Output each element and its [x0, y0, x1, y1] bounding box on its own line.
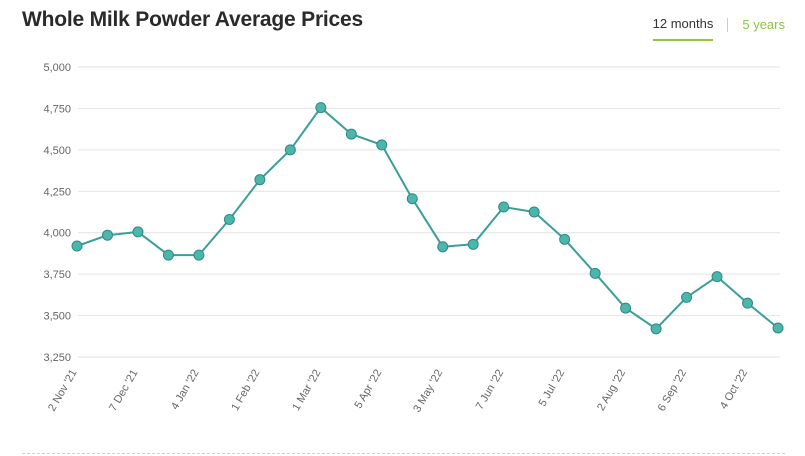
series-line — [76, 106, 779, 330]
data-point — [132, 226, 144, 238]
data-point — [345, 128, 357, 140]
tab-divider — [727, 17, 729, 32]
y-tick-label: 3,250 — [43, 352, 71, 364]
x-tick-label: 2 Nov '21 — [46, 368, 79, 414]
y-tick-label: 3,500 — [43, 311, 71, 323]
data-point — [162, 249, 174, 261]
x-tick-label: 4 Jan '22 — [169, 368, 202, 412]
data-point — [467, 238, 479, 250]
time-range-tabs: 12 months 5 years — [652, 14, 785, 41]
data-point — [772, 322, 784, 334]
x-tick-label: 2 Aug '22 — [595, 368, 628, 413]
tab-12-months[interactable]: 12 months — [652, 14, 714, 41]
data-point — [528, 206, 540, 218]
data-point — [223, 213, 235, 225]
data-point — [620, 302, 632, 314]
data-point — [71, 240, 83, 252]
tab-5-years[interactable]: 5 years — [742, 17, 785, 32]
x-tick-label: 1 Feb '22 — [229, 368, 262, 413]
y-tick-label: 4,500 — [43, 145, 71, 157]
x-tick-label: 1 Mar '22 — [290, 368, 323, 413]
footer-divider — [22, 453, 785, 454]
x-tick-label: 4 Oct '22 — [718, 368, 750, 412]
data-point — [315, 102, 327, 114]
data-point — [711, 271, 723, 283]
data-point — [254, 174, 266, 186]
data-point — [437, 241, 449, 253]
data-point — [589, 267, 601, 279]
y-tick-label: 5,000 — [43, 62, 71, 74]
x-tick-label: 7 Dec '21 — [107, 368, 140, 414]
data-point — [284, 144, 296, 156]
data-point — [101, 229, 113, 241]
y-tick-label: 4,000 — [43, 228, 71, 240]
data-point — [681, 291, 693, 303]
x-tick-label: 5 Jul '22 — [537, 368, 568, 409]
data-point — [559, 233, 571, 245]
y-tick-label: 4,750 — [43, 103, 71, 115]
data-point — [742, 297, 754, 309]
data-point — [406, 193, 418, 205]
y-tick-label: 4,250 — [43, 186, 71, 198]
data-point — [650, 323, 662, 335]
page-title: Whole Milk Powder Average Prices — [22, 8, 363, 31]
x-tick-label: 3 May '22 — [411, 368, 445, 415]
data-point — [193, 249, 205, 261]
y-tick-label: 3,750 — [43, 269, 71, 281]
x-tick-label: 6 Sep '22 — [656, 368, 689, 414]
data-point — [376, 139, 388, 151]
data-point — [498, 201, 510, 213]
x-tick-label: 5 Apr '22 — [352, 368, 384, 411]
x-tick-label: 7 Jun '22 — [474, 368, 507, 412]
